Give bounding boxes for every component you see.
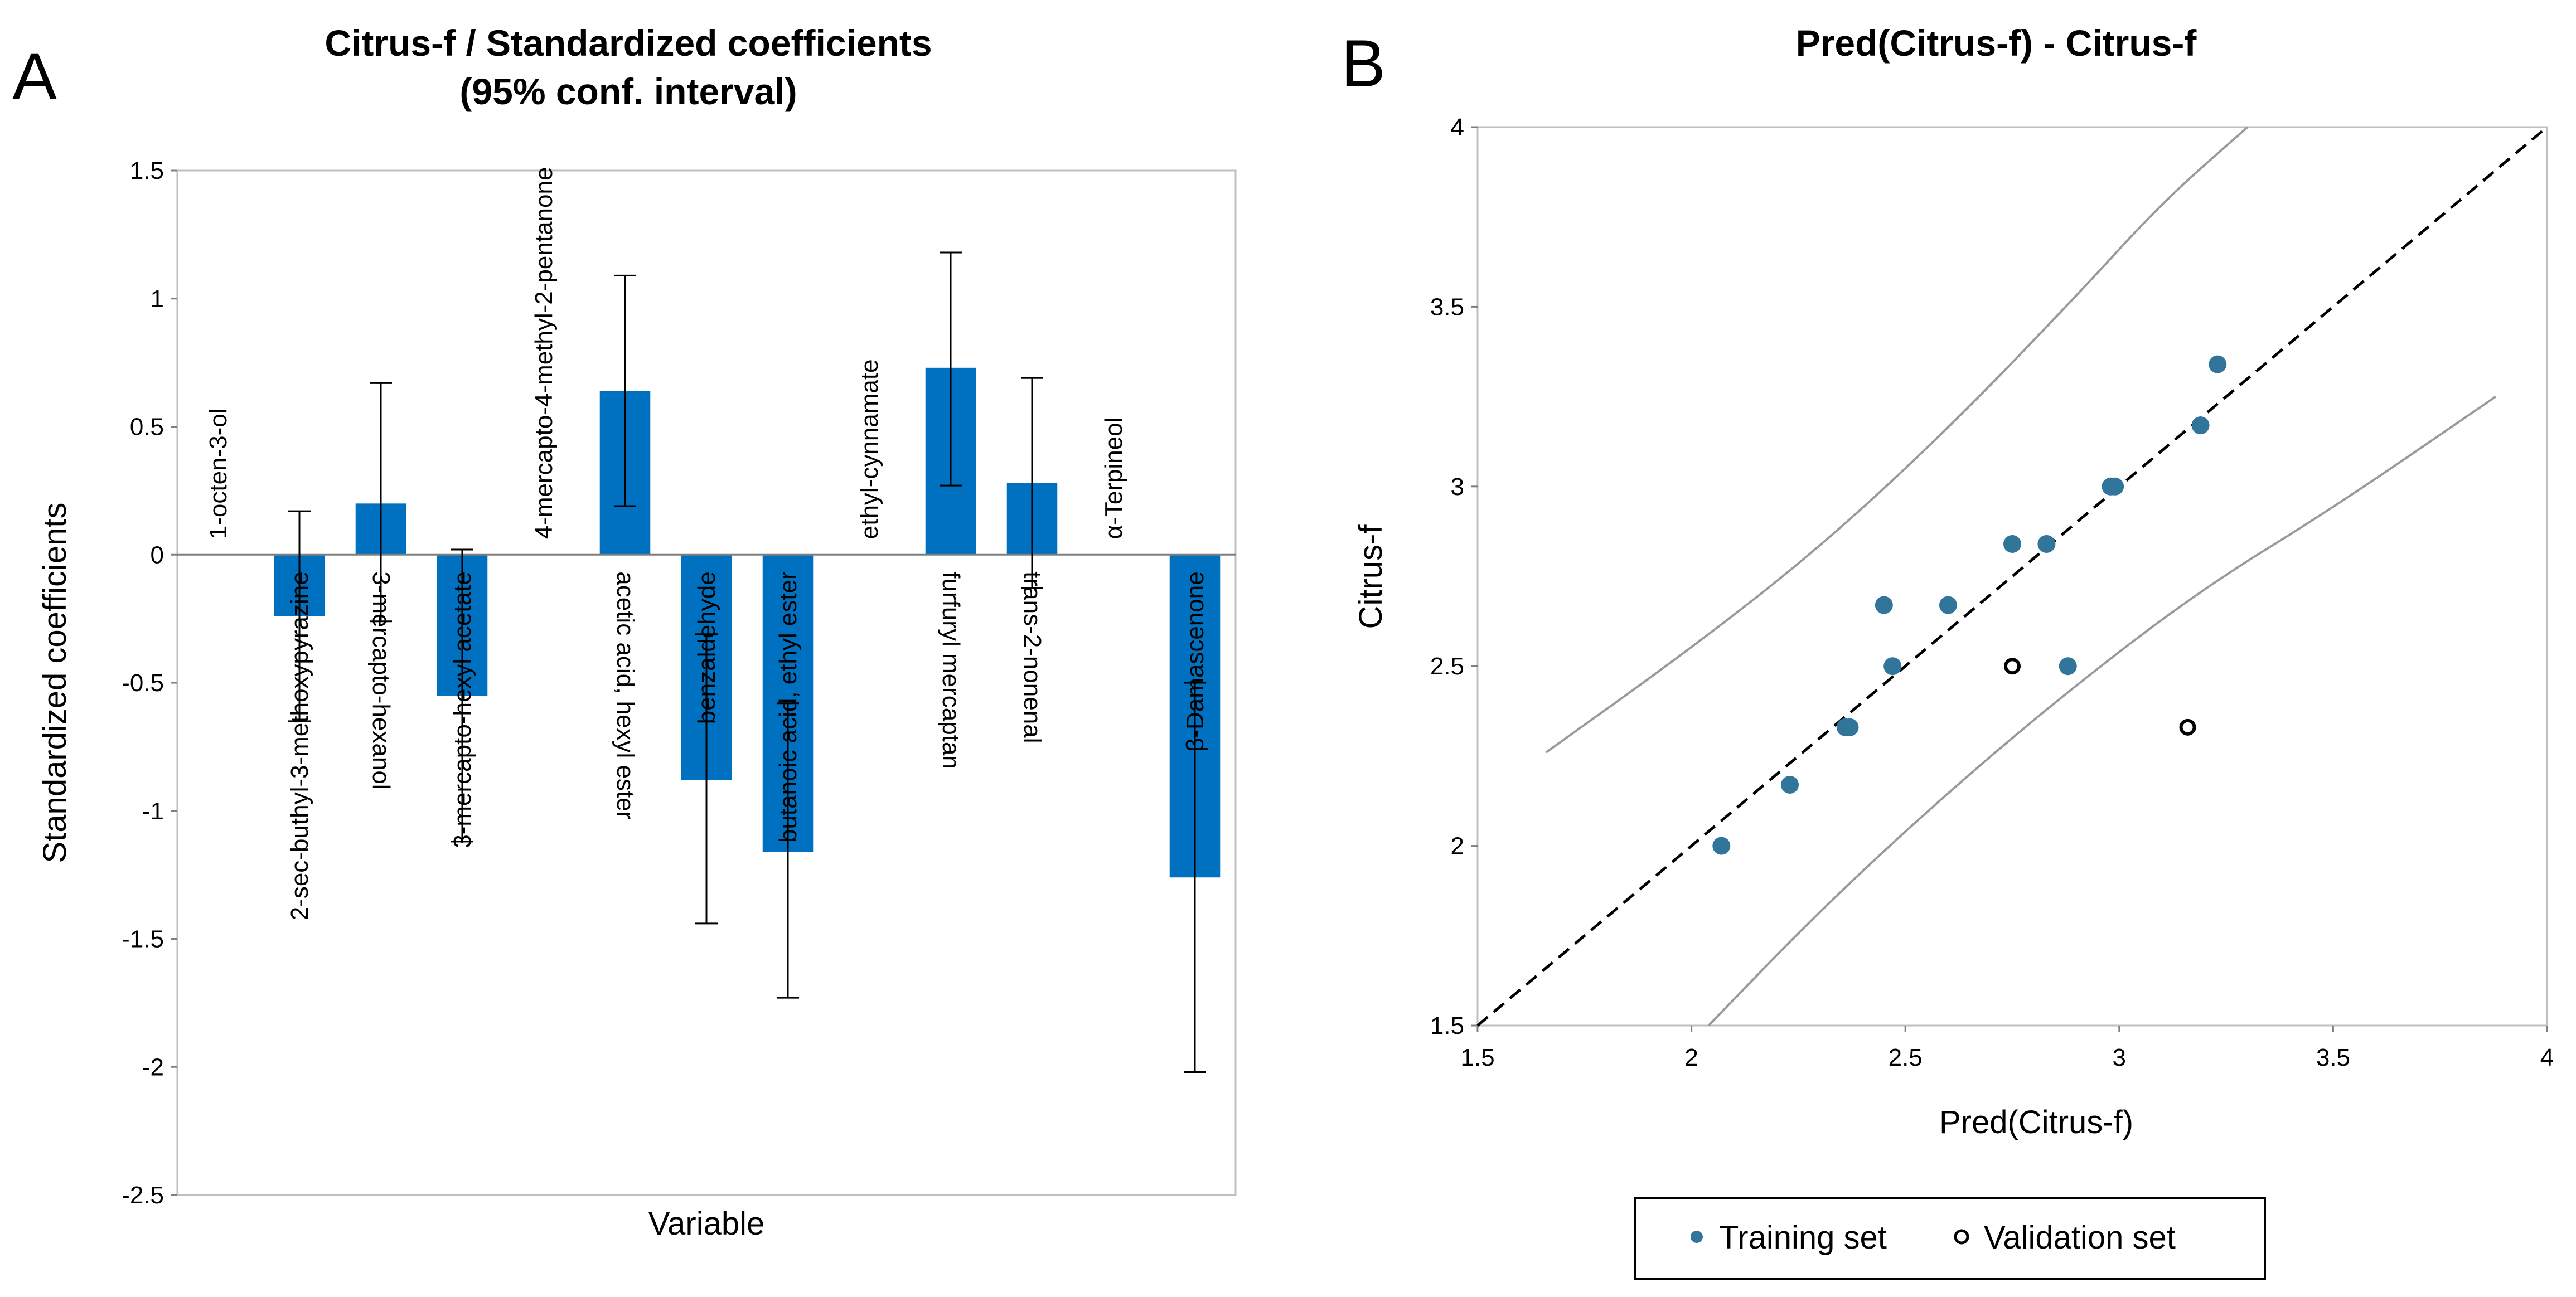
panel-b: B Pred(Citrus-f) - Citrus-f 1.5 2 2.5 3 3.5 4… (1341, 22, 2554, 1280)
panel-a-variable-labels: 1-octen-3-ol2-sec-buthyl-3-methoxypyrazi… (205, 167, 1209, 921)
x-tick-label: 3.5 (2316, 1044, 2350, 1071)
panel-a-title: Citrus-f / Standardized coefficients (325, 22, 932, 64)
training-point (2106, 477, 2124, 496)
y-tick-label: 4 (1451, 114, 1464, 141)
variable-label: 1-octen-3-ol (205, 408, 232, 539)
training-point (2003, 535, 2021, 553)
legend-validation-label: Validation set (1984, 1220, 2176, 1256)
y-tick-label: 3 (1451, 473, 1464, 501)
y-tick-label: 2.5 (1430, 653, 1464, 680)
panel-b-legend: Training set Validation set (1634, 1197, 2266, 1280)
x-tick-label: 4 (2540, 1044, 2554, 1071)
variable-label: furfuryl mercaptan (937, 571, 965, 769)
y-tick-label: 2 (1451, 833, 1464, 860)
variable-label: trans-2-nonenal (1019, 571, 1046, 743)
x-tick-label: 3 (2113, 1044, 2126, 1071)
x-tick-label: 1.5 (1460, 1044, 1494, 1071)
training-point (2059, 657, 2077, 676)
panel-b-letter: B (1341, 26, 1386, 101)
x-tick-label: 2 (1684, 1044, 1698, 1071)
legend-validation-marker (1954, 1229, 1969, 1245)
upper-confidence-band (1545, 126, 2249, 754)
panel-b-confidence-bands (1545, 126, 2497, 1027)
panel-a-x-axis-title: Variable (648, 1206, 765, 1242)
y-tick-label: 3.5 (1430, 293, 1464, 320)
variable-label: ethyl-cynnamate (856, 359, 883, 539)
training-point (1781, 775, 1799, 794)
panel-b-identity-line (1476, 126, 2548, 1027)
y-tick-label: 1 (151, 285, 164, 313)
variable-label: 4-mercapto-4-methyl-2-pentanone (530, 167, 558, 540)
training-point (1712, 837, 1731, 855)
panel-b-y-axis-title: Citrus-f (1353, 524, 1389, 629)
training-point (2209, 355, 2227, 373)
panel-b-title: Pred(Citrus-f) - Citrus-f (1796, 22, 2197, 64)
validation-point (2004, 658, 2021, 675)
y-tick-label: 0 (151, 541, 164, 569)
panel-b-points (1712, 355, 2227, 855)
panel-a-error-bars (288, 251, 1206, 1073)
panel-b-x-axis-title: Pred(Citrus-f) (1939, 1104, 2133, 1140)
x-tick-label: 2.5 (1889, 1044, 1923, 1071)
training-point (1875, 596, 1893, 614)
y-tick-label: 0.5 (130, 414, 164, 441)
training-point (1841, 718, 1859, 736)
validation-point (2179, 718, 2196, 736)
panel-b-plot-area (1476, 126, 2548, 1027)
variable-label: acetic acid, hexyl ester (612, 571, 639, 819)
variable-label: α-Terpineol (1100, 417, 1127, 540)
lower-confidence-band (1707, 395, 2497, 1027)
y-tick-label: 1.5 (1430, 1012, 1464, 1039)
legend-box (1634, 1197, 2266, 1280)
y-tick-label: -2 (142, 1053, 164, 1081)
y-tick-label: -1 (142, 798, 164, 825)
panel-a-letter: A (12, 39, 57, 114)
training-point (2191, 416, 2210, 435)
panel-a-bars (274, 367, 1221, 878)
training-point (2037, 535, 2056, 553)
training-point (1883, 657, 1902, 676)
panel-a-subtitle: (95% conf. interval) (459, 71, 797, 112)
training-point (1939, 596, 1957, 614)
y-tick-label: -1.5 (122, 926, 164, 953)
legend-training-label: Training set (1719, 1220, 1887, 1256)
legend-training-marker (1691, 1231, 1703, 1243)
y-tick-label: -0.5 (122, 669, 164, 697)
panel-a-y-axis: 1.5 1 0.5 0 -0.5 -1 -1.5 -2 -2.5 (122, 157, 177, 1209)
y-tick-label: 1.5 (130, 157, 164, 184)
y-tick-label: -2.5 (122, 1182, 164, 1209)
panel-b-axes: 1.5 2 2.5 3 3.5 4 1.5 2 2.5 3 3.5 4 (1430, 114, 2554, 1071)
panel-a: A Citrus-f / Standardized coefficients (… (12, 22, 1237, 1242)
panel-a-y-axis-title: Standardized coefficients (37, 502, 73, 863)
